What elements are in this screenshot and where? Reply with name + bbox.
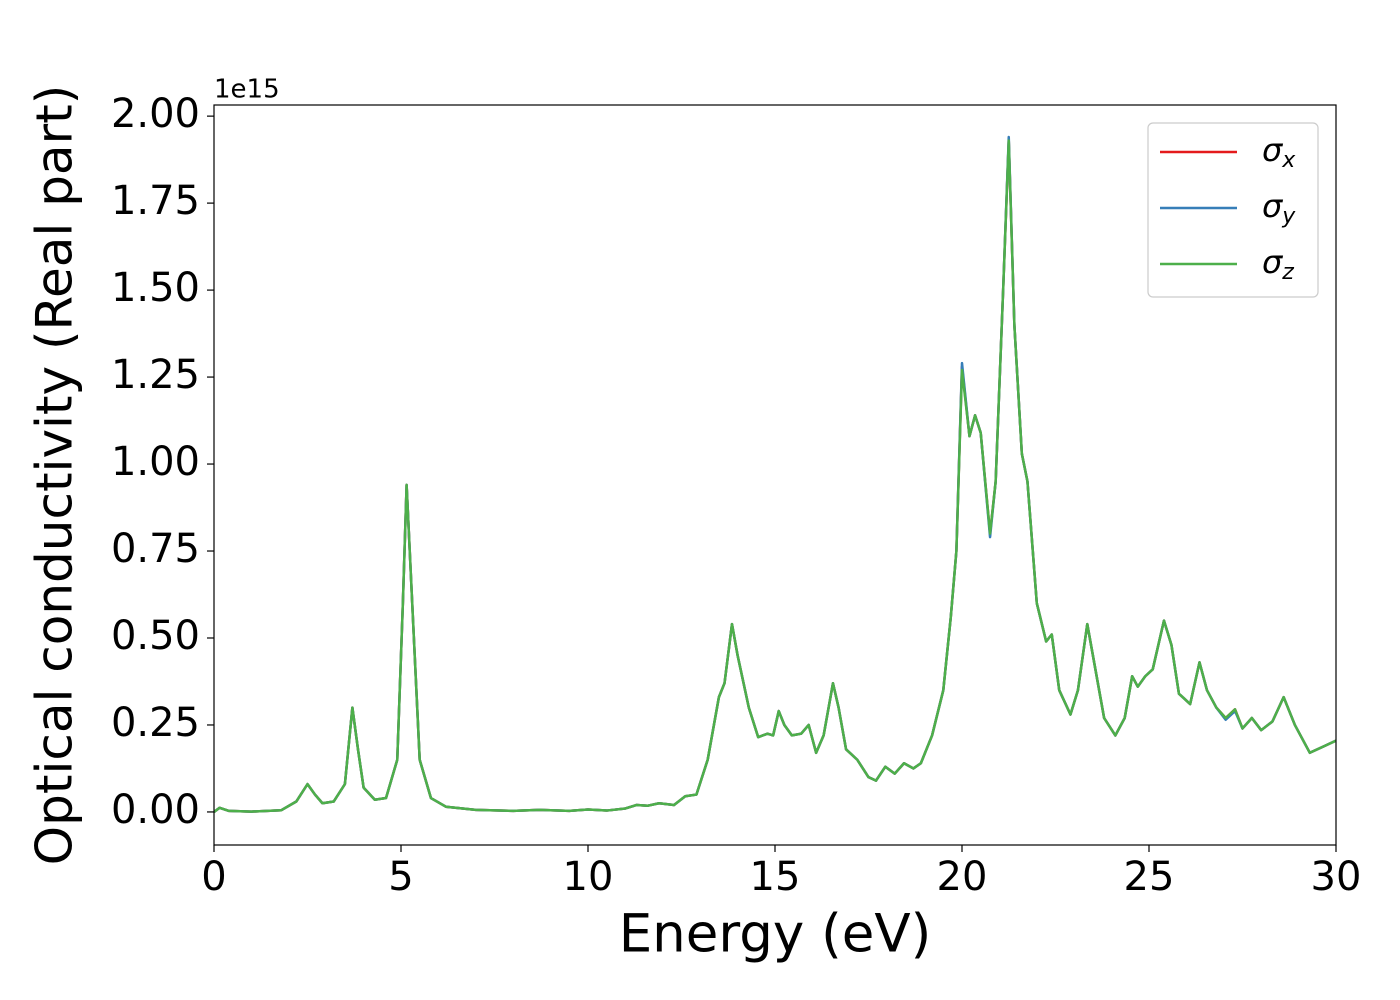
legend-label: σz	[1262, 243, 1294, 285]
x-axis-label: Energy (eV)	[619, 904, 932, 965]
y-tick-label: 0.25	[111, 700, 200, 746]
plot-frame	[213, 104, 1337, 846]
y-tick-label: 1.75	[111, 178, 200, 224]
y-tick-label: 0.00	[111, 787, 200, 833]
y-tick-label: 1.50	[111, 265, 200, 311]
y-tick-label: 1.25	[111, 352, 200, 398]
x-tick-label: 15	[750, 854, 801, 900]
legend-label: σy	[1262, 187, 1296, 229]
y-tick-label: 0.50	[111, 613, 200, 659]
x-tick-label: 20	[937, 854, 988, 900]
y-tick-label: 2.00	[111, 91, 200, 137]
y-tick-label: 1.00	[111, 439, 200, 485]
x-tick-label: 10	[563, 854, 614, 900]
y-offset-label: 1e15	[214, 75, 280, 105]
legend-box	[1147, 122, 1319, 298]
x-tick-label: 5	[388, 854, 413, 900]
x-tick-label: 30	[1311, 854, 1362, 900]
y-axis-label: Optical conductivity (Real part)	[26, 85, 84, 866]
x-tick-label: 0	[201, 854, 226, 900]
y-tick-label: 0.75	[111, 526, 200, 572]
x-tick-label: 25	[1124, 854, 1175, 900]
line-series	[214, 139, 1336, 813]
legend-label: σx	[1262, 131, 1296, 173]
